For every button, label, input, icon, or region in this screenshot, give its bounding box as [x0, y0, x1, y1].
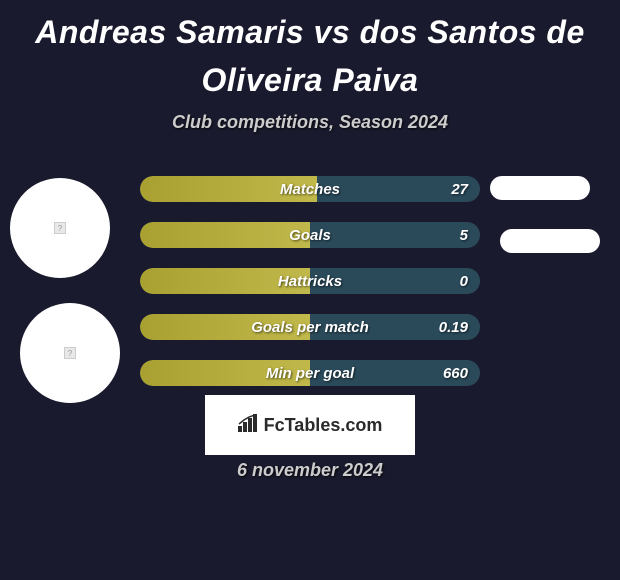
- stat-value: 5: [460, 227, 468, 244]
- stat-bar-gpm: Goals per match 0.19: [140, 314, 480, 340]
- avatar-placeholder-icon: ?: [64, 347, 76, 359]
- stat-label: Goals: [289, 227, 331, 244]
- page-title: Andreas Samaris vs dos Santos de Oliveir…: [0, 0, 620, 104]
- stat-value: 660: [443, 365, 468, 382]
- right-pill-2: [500, 229, 600, 253]
- right-pill-1: [490, 176, 590, 200]
- logo-label: FcTables.com: [264, 415, 383, 436]
- stat-label: Min per goal: [266, 365, 354, 382]
- stat-bar-goals: Goals 5: [140, 222, 480, 248]
- stat-bar-matches: Matches 27: [140, 176, 480, 202]
- stat-label: Goals per match: [251, 319, 369, 336]
- stat-label: Hattricks: [278, 273, 342, 290]
- avatar-placeholder-icon: ?: [54, 222, 66, 234]
- stat-value: 0: [460, 273, 468, 290]
- stats-area: Matches 27 Goals 5 Hattricks 0 Goals per…: [140, 176, 480, 406]
- chart-icon: [238, 414, 260, 437]
- logo-box: FcTables.com: [205, 395, 415, 455]
- stat-label: Matches: [280, 181, 340, 198]
- main-container: Andreas Samaris vs dos Santos de Oliveir…: [0, 0, 620, 580]
- stat-value: 0.19: [439, 319, 468, 336]
- stat-bar-hattricks: Hattricks 0: [140, 268, 480, 294]
- subtitle: Club competitions, Season 2024: [0, 112, 620, 133]
- stat-bar-mpg: Min per goal 660: [140, 360, 480, 386]
- player2-avatar: ?: [20, 303, 120, 403]
- player1-avatar: ?: [10, 178, 110, 278]
- date-text: 6 november 2024: [237, 460, 383, 481]
- stat-value: 27: [451, 181, 468, 198]
- logo-text: FcTables.com: [238, 414, 383, 437]
- stat-fill: [140, 222, 310, 248]
